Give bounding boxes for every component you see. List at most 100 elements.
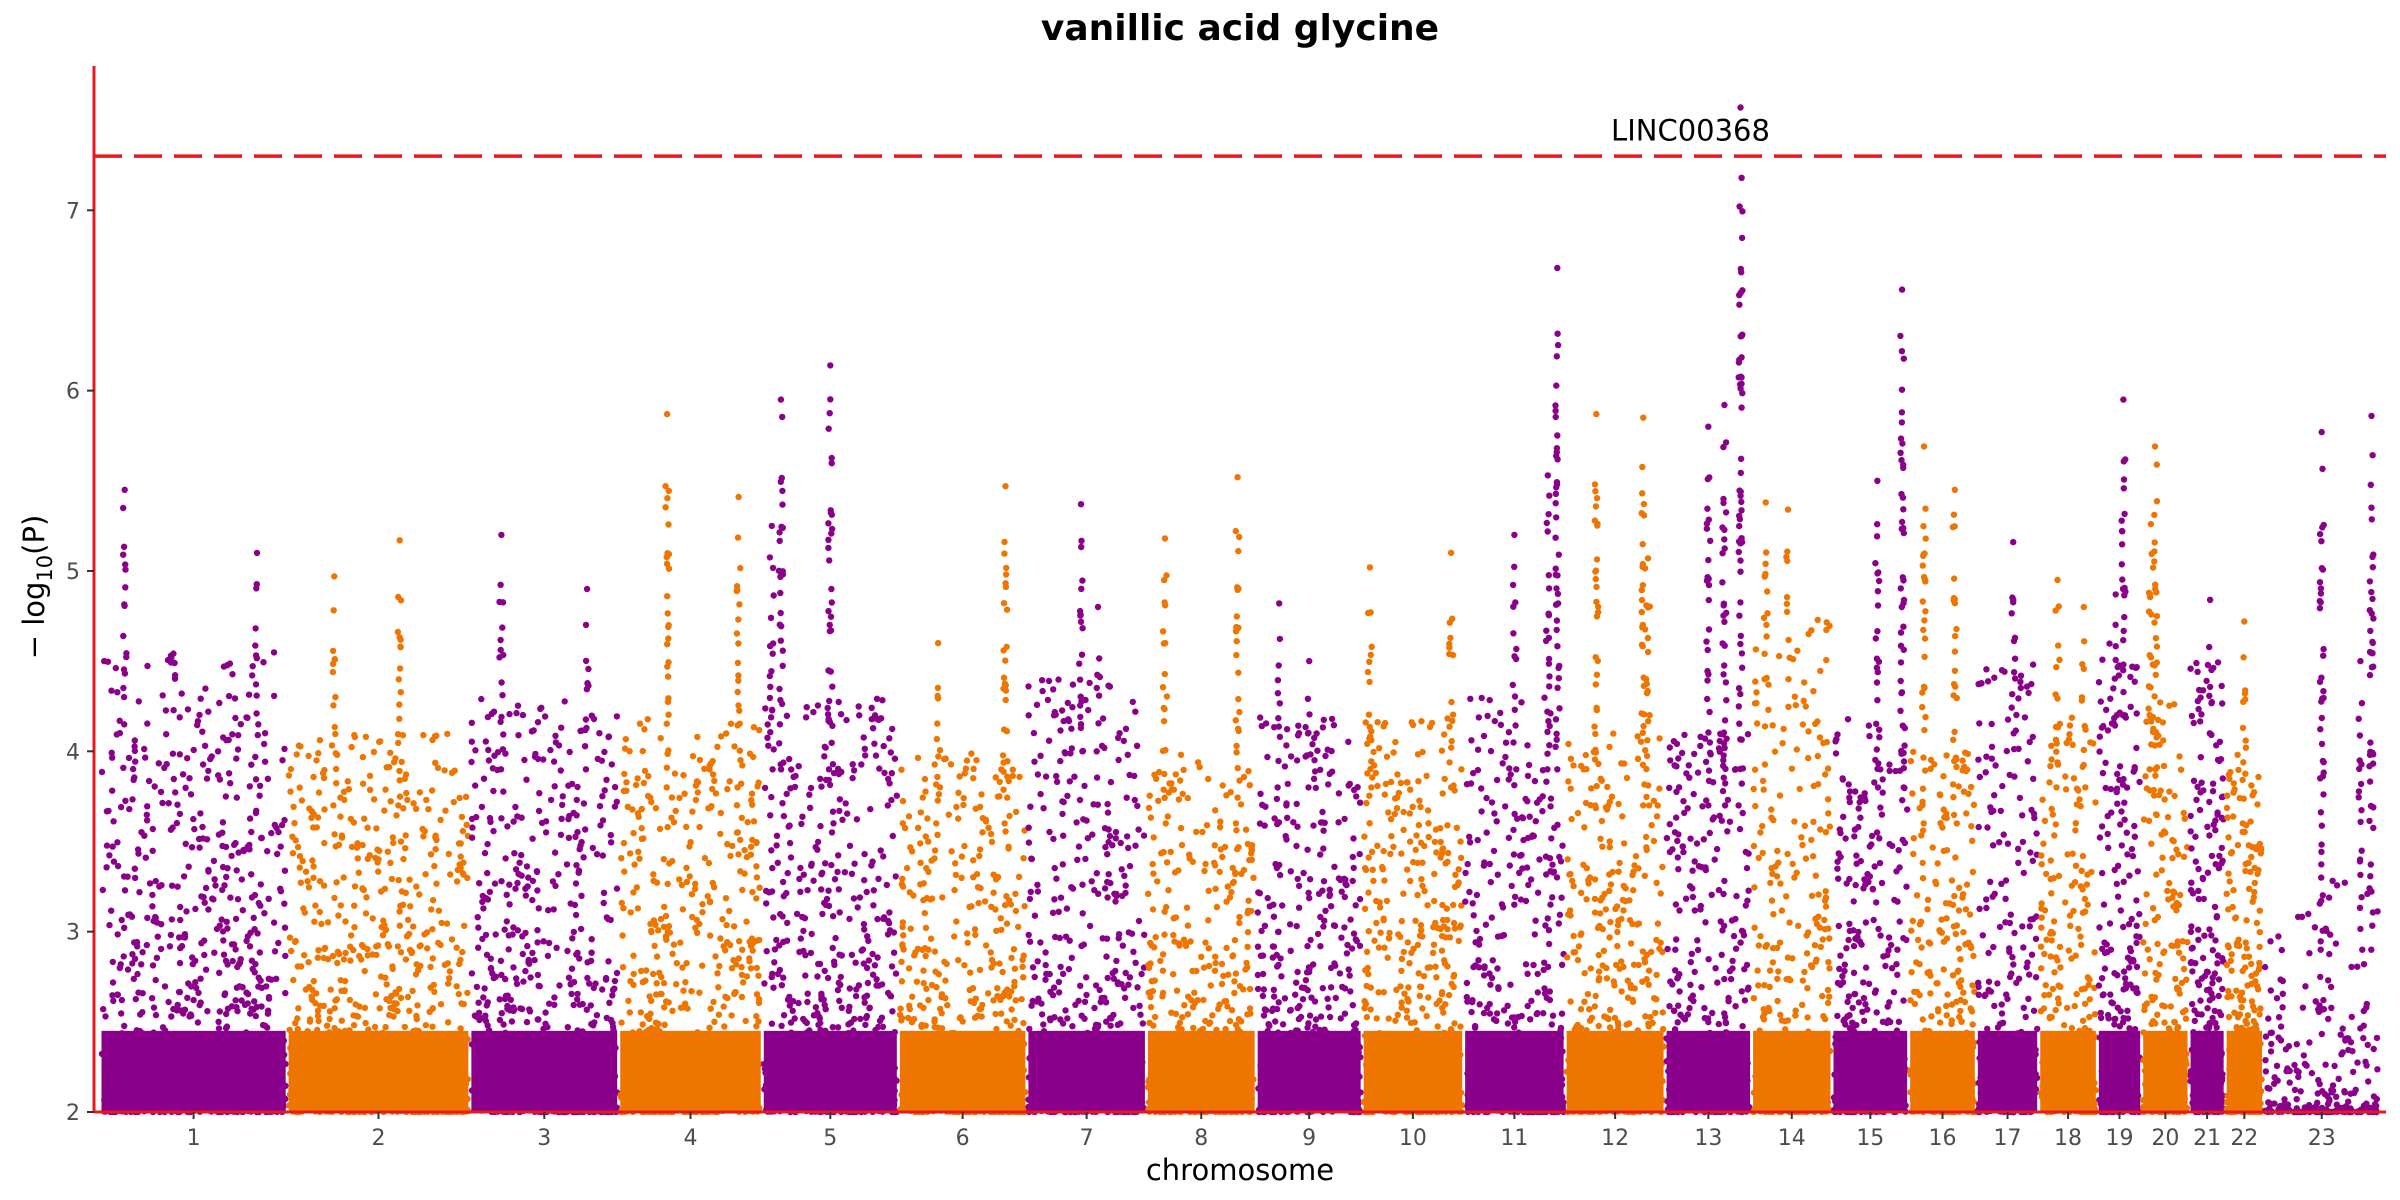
peak-snp (664, 641, 671, 648)
peak-snp (1076, 676, 1084, 683)
peak-snp (1449, 717, 1456, 725)
peak-snp (665, 565, 673, 572)
peak-snp (2082, 784, 2089, 791)
peak-snp (933, 820, 940, 827)
peak-snp (122, 584, 129, 591)
peak-snp (123, 653, 130, 661)
peak-snp (733, 630, 741, 637)
peak-snp (1950, 793, 1957, 801)
chart-title: vanillic acid glycine (1041, 8, 1439, 49)
peak-snp (1875, 658, 1883, 665)
chromosome-14-points (1750, 499, 1834, 1116)
peak-snp (1553, 484, 1560, 491)
peak-snp (2053, 784, 2060, 791)
peak-snp (1274, 690, 1282, 697)
peak-snp (1553, 617, 1561, 624)
peak-snp (1546, 492, 1553, 499)
peak-snp (1643, 680, 1651, 687)
peak-snp (1553, 585, 1560, 592)
peak-snp (1094, 603, 1102, 611)
peak-snp (2081, 722, 2088, 730)
peak-snp (2318, 538, 2325, 545)
peak-snp (827, 668, 834, 675)
peak-snp (2148, 550, 2155, 558)
peak-snp (776, 621, 783, 628)
peak-snp (1276, 700, 1284, 707)
peak-snp (777, 573, 784, 580)
peak-snp (1737, 455, 1745, 462)
peak-snp (1000, 674, 1008, 681)
peak-snp (2316, 530, 2324, 538)
peak-snp (2055, 642, 2062, 649)
peak-snp (1079, 748, 1086, 755)
peak-snp (1163, 572, 1170, 579)
peak-snp (1545, 660, 1553, 667)
peak-snp (1593, 704, 1600, 711)
peak-snp (1873, 720, 1880, 727)
peak-snp (329, 647, 337, 655)
peak-snp (1720, 612, 1727, 619)
peak-snp (122, 566, 129, 573)
peak-snp (1874, 477, 1881, 484)
peak-snp (936, 784, 944, 791)
peak-snp (2052, 723, 2060, 731)
peak-snp (1951, 728, 1958, 735)
peak-snp (776, 740, 783, 747)
peak-snp (827, 362, 834, 369)
peak-snp (499, 746, 507, 753)
peak-snp (1079, 577, 1086, 584)
peak-snp (766, 672, 773, 680)
peak-snp (1447, 634, 1454, 642)
peak-snp (1952, 754, 1960, 761)
peak-snp (1594, 657, 1602, 665)
peak-snp (665, 551, 673, 558)
peak-snp (936, 747, 944, 754)
peak-snp (1921, 635, 1929, 642)
peak-snp (1553, 479, 1561, 486)
snp-points (98, 104, 2381, 1116)
peak-snp (1738, 234, 1746, 242)
peak-snp (1721, 642, 1728, 649)
x-tick-label: 3 (537, 1126, 551, 1151)
peak-snp (825, 607, 832, 615)
peak-snp (1705, 596, 1713, 604)
peak-snp (2053, 664, 2060, 671)
peak-snp (1898, 689, 1905, 697)
peak-snp (1640, 500, 1648, 508)
peak-snp (825, 536, 832, 543)
peak-snp (665, 623, 672, 631)
peak-snp (1922, 535, 1929, 542)
x-tick-label: 21 (2193, 1126, 2221, 1151)
peak-snp (1736, 720, 1743, 727)
peak-snp (2149, 564, 2157, 571)
peak-snp (1785, 636, 1792, 644)
peak-snp (1899, 574, 1907, 581)
peak-snp (582, 657, 590, 665)
peak-snp (1592, 503, 1600, 510)
peak-snp (1897, 642, 1905, 649)
peak-snp (1735, 548, 1743, 556)
peak-snp (120, 543, 128, 550)
peak-snp (2011, 655, 2019, 662)
peak-snp (582, 766, 590, 773)
peak-snp (1735, 802, 1742, 809)
peak-snp (1000, 647, 1007, 654)
peak-snp (1274, 784, 1281, 791)
peak-snp (583, 724, 590, 732)
peak-snp (2008, 610, 2015, 617)
peak-snp (1920, 820, 1927, 827)
peak-snp (1639, 490, 1646, 497)
peak-snp (934, 684, 942, 692)
peak-snp (253, 692, 260, 699)
peak-snp (1737, 104, 1744, 111)
peak-snp (2320, 791, 2327, 798)
peak-snp (253, 585, 260, 592)
peak-snp (2318, 897, 2325, 905)
y-axis-title-prefix: − log (17, 582, 51, 660)
peak-snp (2316, 579, 2324, 586)
peak-snp (770, 746, 777, 753)
peak-snp (1644, 737, 1651, 744)
peak-snp (2146, 593, 2154, 601)
peak-snp (2010, 596, 2017, 604)
peak-snp (1920, 683, 1928, 690)
